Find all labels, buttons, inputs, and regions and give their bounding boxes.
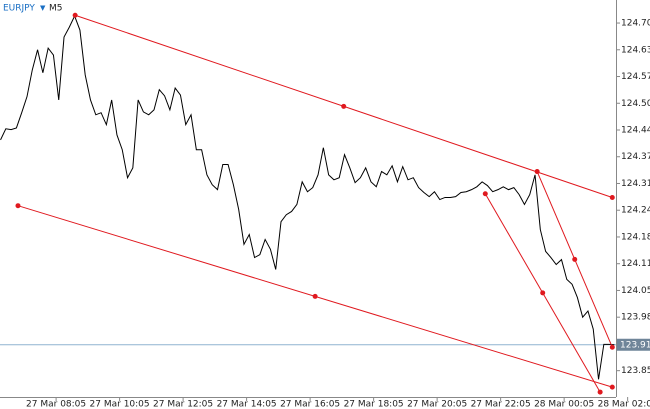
x-tick-label: 27 Mar 16:05: [280, 400, 340, 409]
price-line: [0, 14, 615, 380]
x-tick-label: 28 Mar 02:05: [598, 400, 650, 409]
y-tick-label: 124.180: [621, 232, 650, 242]
x-tick-label: 27 Mar 12:05: [153, 400, 213, 409]
x-tick-label: 27 Mar 22:05: [471, 400, 531, 409]
x-tick-label: 27 Mar 18:05: [344, 400, 404, 409]
trendline-handle: [72, 12, 78, 18]
y-tick-label: 124.115: [621, 259, 650, 269]
y-tick-label: 124.050: [621, 286, 650, 296]
trendline-handle: [540, 290, 546, 296]
x-tick-label: 27 Mar 08:05: [26, 400, 86, 409]
trendline-handle: [572, 256, 578, 262]
y-tick-label: 124.505: [621, 99, 650, 109]
y-tick-label: 124.700: [621, 19, 650, 29]
trendline-handle: [15, 203, 21, 209]
current-price-label: 123.918: [620, 340, 650, 350]
timeframe[interactable]: M5: [49, 4, 63, 14]
trendline-handle: [312, 293, 318, 299]
y-tick-label: 124.570: [621, 72, 650, 82]
trendline-handle: [482, 191, 488, 197]
x-tick-label: 28 Mar 00:05: [534, 400, 594, 409]
y-tick-label: 124.440: [621, 126, 650, 136]
y-tick-label: 123.855: [621, 366, 650, 376]
trendline-handle: [341, 103, 347, 109]
y-tick-label: 124.245: [621, 206, 650, 216]
dropdown-arrow[interactable]: ▼: [40, 4, 46, 12]
y-tick-label: 124.375: [621, 152, 650, 162]
trendline-handle: [609, 194, 615, 200]
y-tick-label: 124.635: [621, 45, 650, 55]
trendline-handle: [609, 344, 615, 350]
x-tick-label: 27 Mar 20:05: [407, 400, 467, 409]
symbol[interactable]: EURJPY: [3, 4, 35, 14]
x-tick-label: 27 Mar 10:05: [90, 400, 150, 409]
y-tick-label: 123.985: [621, 313, 650, 323]
trendline-handle: [609, 384, 615, 390]
y-tick-label: 124.310: [621, 179, 650, 189]
trendline-handle: [534, 169, 540, 175]
current-price-box: [617, 338, 650, 351]
x-tick-label: 27 Mar 14:05: [217, 400, 277, 409]
trendline-handle: [597, 389, 603, 395]
